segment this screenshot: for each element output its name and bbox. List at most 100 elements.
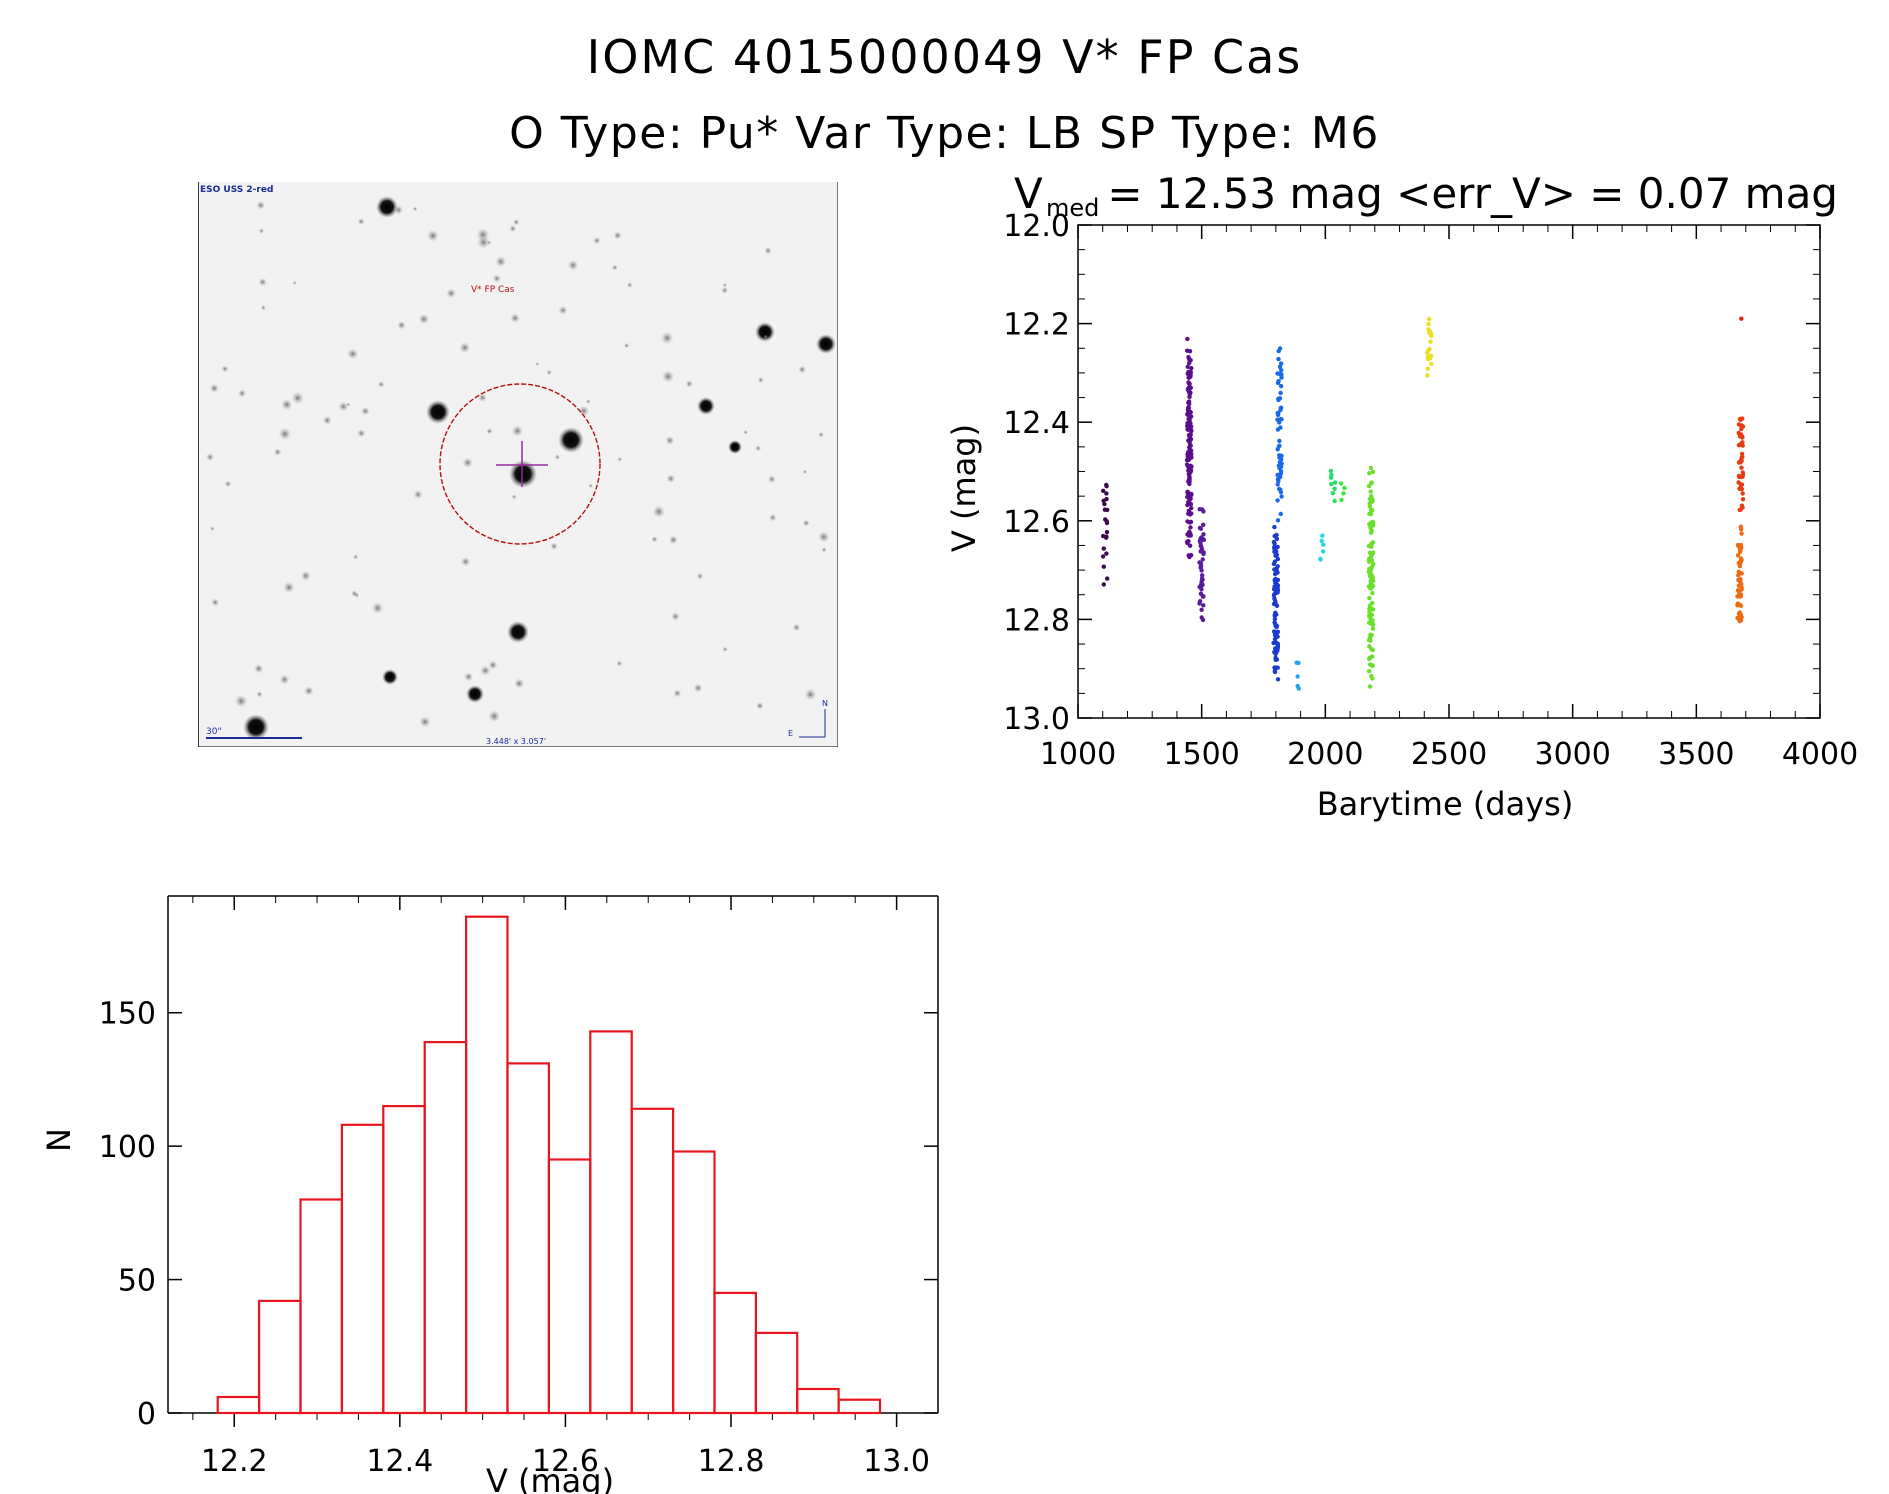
lc-point [1199, 607, 1204, 612]
faint-star [304, 686, 314, 696]
lc-xtick-label: 2000 [1287, 737, 1363, 772]
faint-star [418, 313, 430, 325]
lc-point [1332, 480, 1338, 485]
faint-star [660, 331, 674, 345]
lc-point [1187, 422, 1192, 427]
lc-point [1201, 532, 1206, 537]
lc-point [1187, 529, 1192, 534]
lc-point [1186, 355, 1191, 360]
hist-bar [713, 1291, 758, 1415]
faint-star [673, 689, 682, 698]
faint-star [567, 260, 579, 271]
star [466, 685, 484, 703]
sky-image: V* FP Cas ESO USS 2-red 30" 3.448' x 3.0… [198, 182, 838, 747]
lc-point [1278, 487, 1283, 492]
lc-point [1188, 502, 1194, 507]
faint-star [279, 674, 290, 685]
faint-star [821, 547, 827, 553]
lc-point [1186, 438, 1191, 443]
lc-point [1738, 577, 1743, 582]
lc-point [1370, 676, 1375, 681]
hist-bar [506, 1062, 551, 1415]
faint-star [480, 665, 491, 676]
lc-point [1740, 505, 1745, 510]
lc-point [1368, 489, 1373, 494]
lc-point [1277, 443, 1282, 448]
faint-star [550, 542, 558, 551]
lc-point [1428, 356, 1433, 361]
lc-point [1736, 573, 1741, 578]
lc-point [1736, 569, 1742, 574]
faint-star [351, 590, 358, 597]
lc-point [1272, 541, 1277, 546]
lc-point [1185, 348, 1190, 353]
faint-star [486, 428, 493, 435]
faint-star [651, 536, 658, 543]
lc-point [1735, 588, 1741, 593]
lc-point [1101, 488, 1106, 493]
star [697, 397, 715, 415]
faint-star [446, 288, 457, 299]
lc-point [1274, 549, 1279, 554]
lc-title-rest: = 12.53 mag <err_V> = 0.07 mag [1094, 169, 1838, 218]
lc-point [1273, 576, 1278, 582]
faint-star [535, 361, 540, 367]
lc-xtick-label: 3500 [1658, 737, 1734, 772]
lc-point [1738, 559, 1744, 564]
lc-point [1197, 601, 1202, 606]
lc-point [1368, 569, 1373, 574]
faint-star [588, 483, 593, 488]
lc-point [1277, 346, 1283, 351]
faint-star [254, 663, 264, 674]
lc-point [1277, 420, 1282, 425]
faint-star [291, 391, 304, 405]
lc-point [1367, 620, 1372, 625]
faint-star [260, 305, 266, 311]
faint-star [693, 683, 703, 693]
star [558, 427, 584, 453]
faint-star [492, 274, 502, 283]
lc-point [1278, 455, 1283, 460]
faint-star [346, 402, 351, 407]
lc-title-v: V [1014, 169, 1043, 218]
lc-point [1277, 438, 1282, 444]
hist-ytick-label: 0 [137, 1397, 156, 1432]
star [509, 460, 537, 488]
lc-point [1200, 507, 1205, 512]
lc-point [1185, 519, 1190, 524]
lc-point [1369, 480, 1374, 485]
lc-point [1367, 644, 1372, 649]
lc-ytick-label: 13.0 [1003, 702, 1070, 737]
lc-point [1275, 665, 1280, 670]
lc-point [1104, 529, 1110, 535]
lc-point [1426, 316, 1432, 322]
lc-point [1101, 498, 1106, 503]
lc-point [1272, 633, 1278, 638]
lc-point [1368, 607, 1373, 613]
lc-point [1104, 535, 1109, 540]
survey-label: ESO USS 2-red [200, 185, 273, 195]
lc-point [1429, 361, 1434, 366]
lc-point [1199, 576, 1205, 581]
lc-point [1370, 590, 1375, 596]
lc-xtick-label: 2500 [1411, 737, 1487, 772]
scale-label: 30" [206, 727, 222, 737]
lc-point [1275, 411, 1280, 416]
faint-star [426, 229, 439, 242]
faint-star [278, 427, 292, 441]
lc-point [1272, 665, 1277, 670]
star [728, 440, 742, 454]
hist-ytick-label: 100 [99, 1130, 156, 1165]
lc-point [1102, 501, 1107, 507]
faint-star [665, 435, 675, 445]
lc-point [1101, 546, 1107, 551]
faint-star [613, 231, 622, 240]
lc-point [1272, 524, 1277, 530]
faint-star [258, 277, 267, 287]
faint-star [338, 401, 349, 412]
lc-point [1366, 669, 1372, 674]
faint-star [209, 526, 215, 531]
lc-point [1279, 417, 1284, 422]
lc-point [1276, 397, 1281, 402]
lc-point [1104, 482, 1109, 488]
